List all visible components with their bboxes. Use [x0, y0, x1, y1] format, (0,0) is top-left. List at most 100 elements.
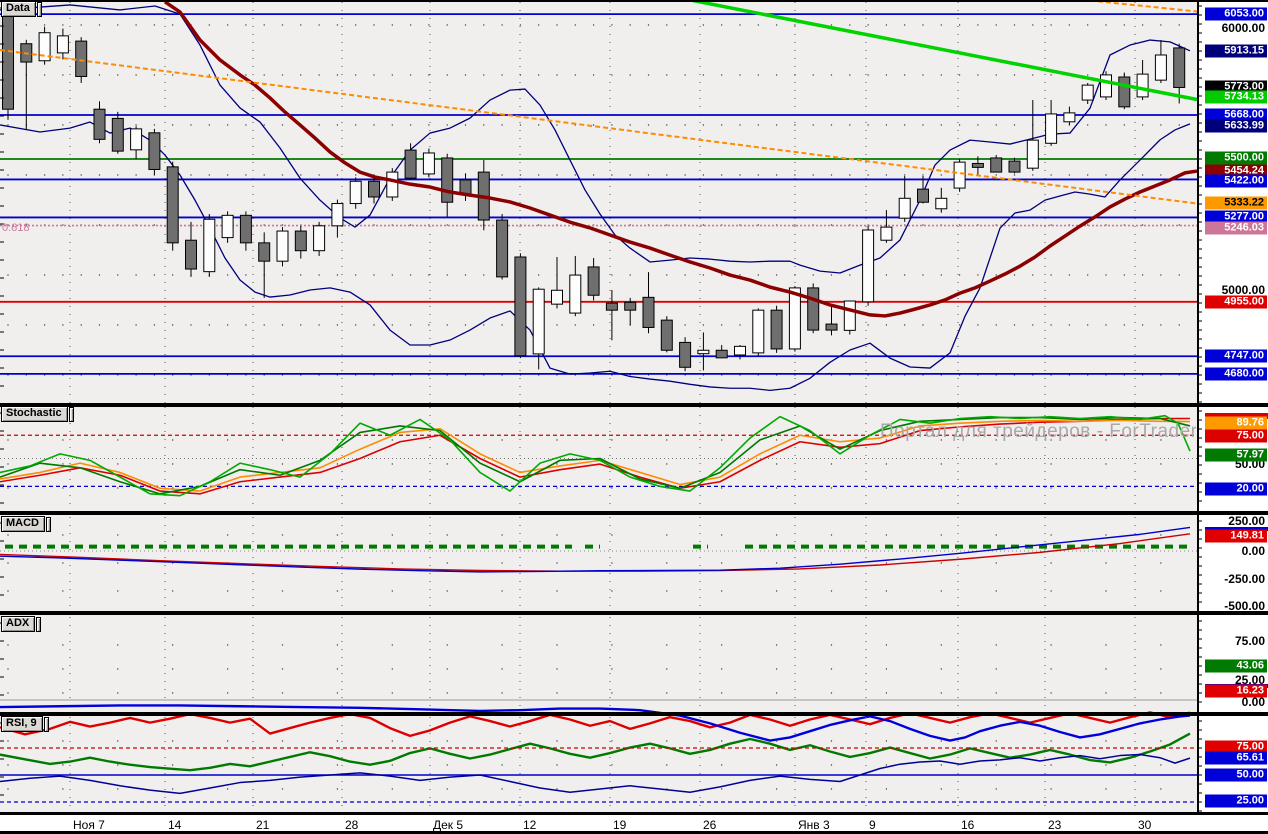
candle-down[interactable] [185, 239, 197, 270]
candle-down[interactable] [111, 117, 124, 152]
panel-tab-grip[interactable] [69, 407, 74, 422]
candle-up[interactable] [532, 288, 545, 355]
candle-down[interactable] [75, 40, 88, 77]
candle-up[interactable] [276, 230, 289, 262]
candle-up[interactable] [880, 226, 893, 241]
candle-down[interactable] [514, 256, 527, 357]
bollinger-lower[interactable] [0, 121, 1191, 391]
grid-dot [117, 463, 119, 465]
panel-tab-rsi-9[interactable]: RSI, 9 [1, 716, 43, 732]
candle-up[interactable] [386, 171, 399, 198]
trendline-green[interactable] [692, 0, 1198, 102]
candle-down[interactable] [917, 188, 929, 203]
macd-signal[interactable] [0, 533, 1191, 572]
ma-slow[interactable] [164, 0, 1198, 318]
candle-up[interactable] [38, 32, 51, 62]
candle-up[interactable] [1081, 84, 1094, 101]
candle-down[interactable] [825, 323, 838, 331]
candle-up[interactable] [551, 289, 563, 305]
grid-dot [885, 740, 888, 742]
grid-dot [611, 74, 613, 76]
stoch-red[interactable] [0, 417, 1190, 495]
candle-up[interactable] [203, 218, 216, 273]
candle-down[interactable] [166, 166, 179, 244]
candle-down[interactable] [1118, 76, 1131, 108]
candle-down[interactable] [258, 242, 271, 262]
candle-up[interactable] [569, 274, 582, 314]
panel-tab-grip[interactable] [44, 717, 49, 732]
candle-up[interactable] [313, 225, 326, 252]
panel-tab-macd[interactable]: MACD [1, 516, 45, 532]
candle-down[interactable] [1008, 160, 1021, 173]
candle-down[interactable] [441, 157, 454, 203]
candle-down[interactable] [715, 349, 728, 359]
candle-down[interactable] [770, 309, 783, 350]
candle-down[interactable] [1173, 47, 1186, 88]
candle-up[interactable] [349, 180, 362, 205]
candle-down[interactable] [404, 149, 417, 179]
candle-down[interactable] [496, 219, 509, 278]
candle-down[interactable] [2, 11, 14, 110]
panel-separator[interactable] [0, 611, 1268, 615]
panel-tab-stochastic[interactable]: Stochastic [1, 406, 68, 422]
candle-up[interactable] [734, 345, 746, 356]
candle-down[interactable] [93, 108, 106, 140]
candle-down[interactable] [990, 157, 1003, 173]
candle-down[interactable] [660, 319, 673, 351]
panel-tab-grip[interactable] [36, 617, 41, 632]
panel-separator[interactable] [0, 403, 1268, 407]
candle-up[interactable] [331, 203, 344, 227]
rsi-line[interactable] [0, 753, 1191, 795]
candle-up[interactable] [56, 35, 69, 54]
candle-down[interactable] [587, 266, 600, 296]
candle-down[interactable] [679, 341, 692, 368]
candle-down[interactable] [642, 296, 655, 328]
grid-dot [666, 644, 668, 646]
panel-tab-grip[interactable] [46, 517, 51, 532]
panel-tab-grip[interactable] [37, 2, 42, 17]
grid-dot [446, 764, 448, 766]
candle-up[interactable] [221, 214, 234, 239]
candle-down[interactable] [294, 230, 307, 252]
panel-separator[interactable] [0, 511, 1268, 515]
candle-up[interactable] [862, 229, 875, 303]
panel-tab-adx[interactable]: ADX [1, 616, 36, 632]
stoch-green-fast[interactable] [0, 414, 1191, 497]
candle-down[interactable] [624, 301, 637, 311]
grid-dot [958, 324, 961, 326]
grid-dot [1141, 324, 1144, 326]
candle-up[interactable] [697, 349, 710, 355]
candle-down[interactable] [368, 180, 380, 198]
candle-down[interactable] [807, 287, 820, 331]
candle-up[interactable] [1154, 54, 1167, 81]
candle-down[interactable] [971, 162, 984, 168]
candle-up[interactable] [843, 300, 856, 331]
adx-blue[interactable] [0, 704, 1191, 742]
candle-up[interactable] [935, 197, 948, 210]
candle-up[interactable] [788, 287, 801, 350]
candle-down[interactable] [148, 132, 161, 170]
panel-tab-data[interactable]: Data [1, 1, 36, 17]
candle-up[interactable] [1100, 74, 1112, 98]
candle-up[interactable] [898, 197, 911, 219]
grid-dot [281, 74, 284, 76]
grid-dot [446, 24, 448, 26]
candle-up[interactable] [752, 309, 765, 354]
candle-down[interactable] [605, 302, 618, 311]
bollinger-upper[interactable] [0, 4, 1191, 274]
candle-up[interactable] [1026, 139, 1039, 169]
candle-up[interactable] [1045, 113, 1058, 144]
candle-up[interactable] [1063, 112, 1076, 123]
macd-main[interactable] [0, 526, 1191, 573]
candle-up[interactable] [422, 152, 435, 175]
candle-up[interactable] [130, 128, 143, 151]
adx-green[interactable] [0, 732, 1191, 772]
candle-down[interactable] [239, 214, 252, 244]
candle-up[interactable] [953, 161, 966, 189]
candle-up[interactable] [1136, 73, 1149, 98]
trendline-orange-2[interactable] [1089, 0, 1198, 13]
panel-separator[interactable] [0, 712, 1268, 716]
trendline-orange-1[interactable] [0, 49, 1198, 205]
grid-dot [1050, 274, 1052, 276]
